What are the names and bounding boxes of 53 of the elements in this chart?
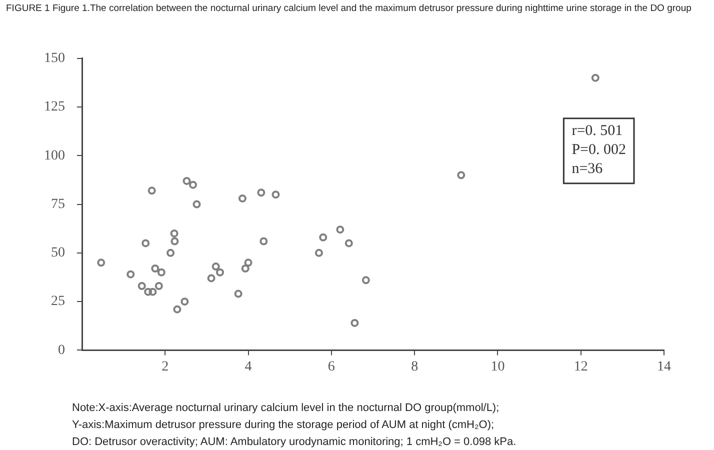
point — [457, 171, 466, 180]
point — [238, 194, 246, 202]
point — [362, 276, 370, 284]
y-tick-label: 0 — [58, 342, 65, 358]
point — [148, 288, 157, 296]
text: Note:X-axis:Average nocturnal urinary calcium level in the nocturnal DO group(mmol/L); Y-axis:Maximum detrusor pressure during the storage period of AUM at night (cmH₂O); DO: Detrusor overactivity; AUM: Ambulatory urodynamic monitoring; 1 cmH₂O = 0.098 kPa. — [72, 401, 518, 450]
point — [154, 282, 163, 290]
annotation: r=0. 501 P=0. 002 n=36 — [572, 122, 626, 177]
point — [142, 239, 150, 248]
point — [207, 274, 216, 282]
x-tick-label: 8 — [411, 359, 418, 374]
point — [182, 176, 191, 185]
point — [170, 229, 178, 238]
point — [336, 226, 344, 234]
point — [257, 188, 266, 197]
point — [260, 237, 268, 246]
point — [216, 268, 224, 276]
point — [166, 248, 175, 257]
point — [314, 248, 323, 257]
point — [241, 264, 250, 272]
point — [138, 282, 146, 290]
point — [272, 190, 280, 199]
point — [350, 318, 359, 327]
point — [192, 200, 201, 208]
y-tick-label: 125 — [44, 100, 65, 115]
point — [170, 237, 179, 246]
point — [157, 268, 166, 276]
point — [97, 258, 106, 267]
x-tick-label: 4 — [244, 359, 252, 374]
x-tick-label: 10 — [490, 359, 505, 374]
x-tick-label: 12 — [574, 359, 588, 374]
chart-title: FIGURE 1 Figure 1.The correlation between the nocturnal urinary calcium level and the maximum detrusor pressure during nighttime urine storage in the DO group — [6, 3, 692, 15]
point — [212, 262, 220, 271]
point — [591, 74, 600, 82]
x-tick-label: 6 — [328, 359, 335, 374]
y-tick-label: 25 — [51, 294, 65, 310]
point — [344, 239, 353, 248]
y-tick-label: 150 — [44, 51, 65, 66]
x-tick-label: 2 — [162, 359, 169, 374]
y-tick-label: 100 — [44, 148, 65, 164]
point — [319, 233, 328, 242]
point — [188, 180, 197, 189]
point — [151, 264, 160, 272]
y-tick-label: 75 — [51, 196, 65, 212]
x-tick-label: 14 — [657, 359, 671, 374]
point — [180, 298, 189, 306]
point — [144, 288, 152, 296]
point — [148, 186, 156, 195]
point — [234, 290, 242, 298]
point — [173, 305, 182, 314]
y-tick-label: 50 — [51, 246, 65, 261]
point — [126, 270, 135, 278]
point — [244, 258, 252, 267]
